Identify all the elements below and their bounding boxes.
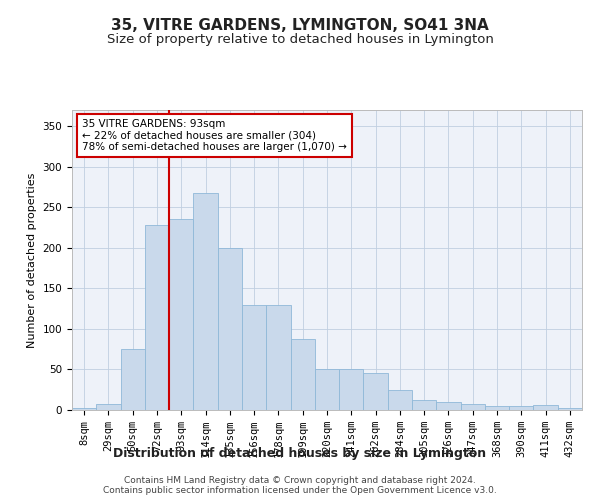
- Bar: [412, 400, 436, 410]
- Bar: [558, 408, 582, 410]
- Bar: [290, 338, 315, 410]
- Bar: [509, 406, 533, 410]
- Bar: [193, 192, 218, 410]
- Bar: [218, 248, 242, 410]
- Bar: [72, 408, 96, 410]
- Bar: [266, 304, 290, 410]
- Bar: [388, 390, 412, 410]
- Text: Size of property relative to detached houses in Lymington: Size of property relative to detached ho…: [107, 32, 493, 46]
- Bar: [96, 404, 121, 410]
- Y-axis label: Number of detached properties: Number of detached properties: [27, 172, 37, 348]
- Text: 35, VITRE GARDENS, LYMINGTON, SO41 3NA: 35, VITRE GARDENS, LYMINGTON, SO41 3NA: [111, 18, 489, 32]
- Text: 35 VITRE GARDENS: 93sqm
← 22% of detached houses are smaller (304)
78% of semi-d: 35 VITRE GARDENS: 93sqm ← 22% of detache…: [82, 119, 347, 152]
- Bar: [533, 405, 558, 410]
- Bar: [145, 225, 169, 410]
- Bar: [461, 404, 485, 410]
- Bar: [339, 370, 364, 410]
- Text: Contains HM Land Registry data © Crown copyright and database right 2024.
Contai: Contains HM Land Registry data © Crown c…: [103, 476, 497, 495]
- Bar: [436, 402, 461, 410]
- Bar: [364, 372, 388, 410]
- Bar: [485, 406, 509, 410]
- Bar: [169, 220, 193, 410]
- Bar: [242, 304, 266, 410]
- Bar: [121, 349, 145, 410]
- Bar: [315, 370, 339, 410]
- Text: Distribution of detached houses by size in Lymington: Distribution of detached houses by size …: [113, 448, 487, 460]
